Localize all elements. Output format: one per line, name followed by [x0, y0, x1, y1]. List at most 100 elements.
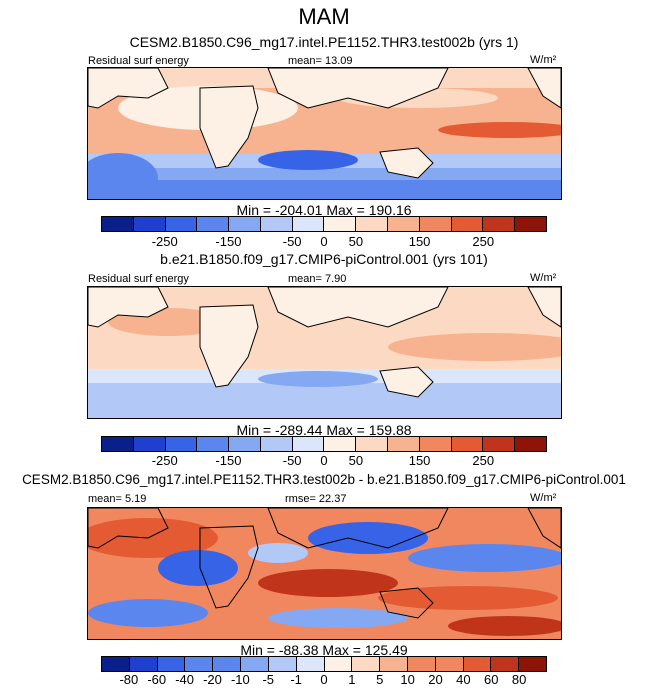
panel-3-minmax: Min = -88.38 Max = 125.49 [240, 642, 408, 658]
panel-1-colorbar-swatch [356, 217, 389, 231]
panel-1-colorbar-swatch [102, 217, 134, 231]
panel-3-colorbar-swatch [185, 657, 214, 671]
panel-3-colorbar-swatch [213, 657, 242, 671]
panel-2-colorbar-swatch [451, 437, 484, 451]
panel-3-tick: -1 [290, 672, 302, 687]
panel-1-units-label: W/m² [530, 54, 557, 66]
panel-3-tick: -40 [175, 672, 195, 687]
panel-3-colorbar-swatch [491, 657, 520, 671]
panel-3-colorbar-swatch [296, 657, 325, 671]
panel-3-tick: -60 [147, 672, 167, 687]
panel-2-minmax: Min = -289.44 Max = 159.88 [236, 422, 412, 438]
panel-3-colorbar-swatch [352, 657, 381, 671]
panel-3-colorbar-swatch [435, 657, 464, 671]
panel-2-colorbar-swatch [483, 437, 516, 451]
panel-1-colorbar-swatch [515, 217, 546, 231]
panel-3-colorbar [101, 656, 547, 672]
panel-3-field [88, 508, 561, 639]
panel-3-colorbar-swatch [268, 657, 297, 671]
panel-1-colorbar-swatch [451, 217, 484, 231]
panel-2-tick: -150 [215, 453, 242, 468]
panel-3-tick: -5 [262, 672, 275, 687]
panel-1-colorbar-swatch [483, 217, 516, 231]
panel-2-colorbar-swatch [324, 437, 357, 451]
panel-2-colorbar-swatch [197, 437, 230, 451]
panel-3-colorbar-swatch [157, 657, 186, 671]
panel-3-tick: 20 [428, 672, 443, 687]
panel-2-colorbar-swatch [133, 437, 166, 451]
panel-1-tick: 50 [348, 234, 364, 249]
panel-1-tick: -150 [215, 234, 242, 249]
panel-3-tick: 0 [320, 672, 328, 687]
panel-3-colorbar-swatch [324, 657, 353, 671]
panel-3-tick: 5 [376, 672, 384, 687]
panel-2-tick: 150 [408, 453, 431, 468]
panel-1-colorbar-swatch [229, 217, 261, 231]
panel-2-colorbar-swatch [419, 437, 452, 451]
panel-2-colorbar-swatch [260, 437, 293, 451]
panel-2-colorbar-swatch [292, 437, 325, 451]
panel-1-variable-label: Residual surf energy [88, 55, 189, 67]
panel-3-units-label: W/m² [530, 492, 557, 504]
panel-2-case-title: b.e21.B1850.f09_g17.CMIP6-piControl.001 … [160, 251, 488, 267]
panel-2-field [88, 287, 561, 418]
panel-2-colorbar-swatch [515, 437, 546, 451]
panel-3-colorbar-swatch [463, 657, 492, 671]
panel-2-colorbar-swatch [356, 437, 389, 451]
panel-1-colorbar-swatch [165, 217, 198, 231]
panel-2-tick: -250 [151, 453, 178, 468]
panel-1-field [88, 68, 561, 199]
panel-1-colorbar-swatch [197, 217, 230, 231]
panel-1-colorbar-swatch [324, 217, 357, 231]
panel-1-map [87, 67, 562, 200]
panel-2-units-label: W/m² [530, 272, 557, 284]
panel-1-colorbar [101, 216, 547, 232]
panel-3-tick: 1 [348, 672, 356, 687]
panel-3-colorbar-swatch [102, 657, 130, 671]
panel-2-colorbar-swatch [102, 437, 134, 451]
panel-3-colorbar-swatch [519, 657, 546, 671]
panel-3-tick: -80 [119, 672, 139, 687]
panel-2-tick: -50 [282, 453, 302, 468]
panel-3-tick: -20 [203, 672, 222, 687]
panel-1-colorbar-swatch [260, 217, 293, 231]
panel-1-colorbar-swatch [133, 217, 166, 231]
panel-3-mean-label: mean= 5.19 [88, 493, 147, 505]
panel-1-tick: 0 [320, 234, 328, 249]
panel-2-tick: 50 [348, 453, 364, 468]
panel-3-tick: 60 [484, 672, 499, 687]
panel-2-tick: 0 [320, 453, 328, 468]
panel-2-colorbar-ticks: -250 -150 -50 0 50 150 250 [101, 453, 547, 469]
panel-1-case-title: CESM2.B1850.C96_mg17.intel.PE1152.THR3.t… [129, 34, 519, 50]
panel-1-tick: -50 [282, 234, 302, 249]
panel-2-colorbar-swatch [388, 437, 420, 451]
panel-1-minmax: Min = -204.01 Max = 190.16 [236, 202, 412, 218]
panel-2-colorbar-swatch [165, 437, 198, 451]
panel-3-case-title: CESM2.B1850.C96_mg17.intel.PE1152.THR3.t… [22, 472, 626, 487]
panel-3-colorbar-swatch [407, 657, 436, 671]
panel-1-tick: -250 [151, 234, 178, 249]
panel-2-colorbar [101, 436, 547, 452]
panel-2-colorbar-swatch [229, 437, 261, 451]
panel-3-colorbar-swatch [241, 657, 269, 671]
panel-2-map [87, 286, 562, 419]
panel-3-colorbar-swatch [380, 657, 408, 671]
figure-title: MAM [298, 4, 350, 29]
panel-2-variable-label: Residual surf energy [88, 273, 189, 285]
panel-3-colorbar-swatch [129, 657, 158, 671]
panel-1-tick: 150 [408, 234, 431, 249]
panel-3-tick: 10 [400, 672, 415, 687]
panel-3-tick: -10 [230, 672, 250, 687]
panel-1-colorbar-swatch [388, 217, 420, 231]
panel-1-mean-label: mean= 13.09 [288, 55, 353, 67]
panel-1-tick: 250 [472, 234, 495, 249]
panel-3-rmse-label: rmse= 22.37 [285, 493, 347, 505]
panel-1-colorbar-ticks: -250 -150 -50 0 50 150 250 [101, 234, 547, 250]
panel-1-colorbar-swatch [292, 217, 325, 231]
panel-3-tick: 40 [456, 672, 471, 687]
panel-3-colorbar-ticks: -80 -60 -40 -20 -10 -5 -1 0 1 5 10 20 40… [101, 672, 547, 688]
panel-2-tick: 250 [472, 453, 495, 468]
panel-3-map [87, 507, 562, 640]
panel-3-tick: 80 [511, 672, 527, 687]
panel-2-mean-label: mean= 7.90 [288, 273, 347, 285]
